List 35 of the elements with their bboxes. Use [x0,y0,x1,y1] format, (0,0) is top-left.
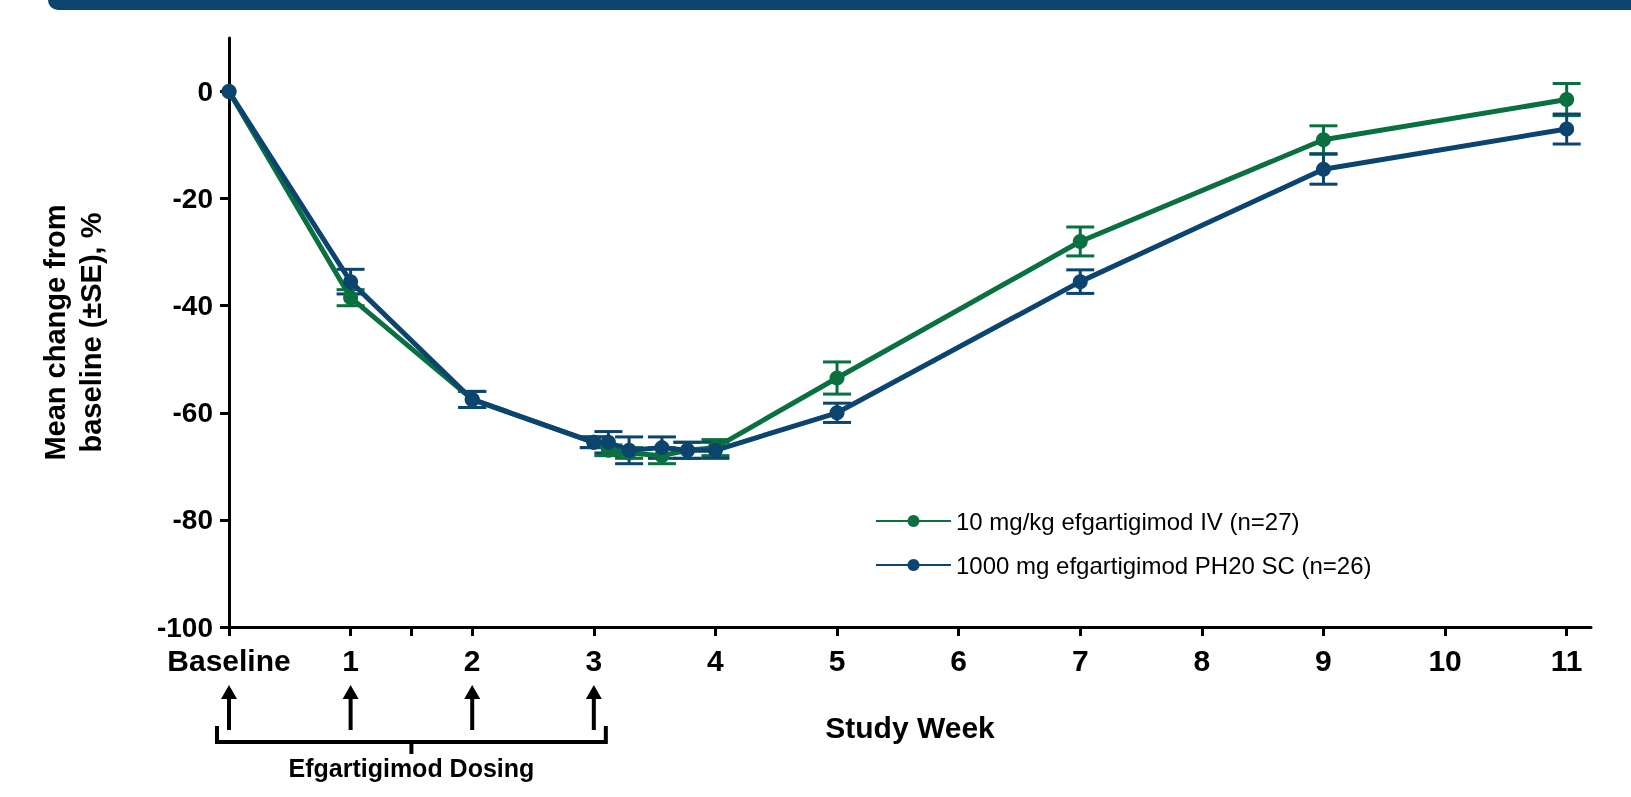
x-axis-title: Study Week [825,710,996,744]
y-tick-label: -60 [172,397,213,429]
point [343,274,359,290]
x-tick-label: 7 [1071,643,1089,677]
legend-label: 1000 mg efgartigimod PH20 SC (n=26) [956,551,1372,579]
y-tick-label: -100 [156,611,213,643]
text: Efgartigimod Dosing [288,754,535,783]
point [1559,92,1575,108]
x-tick-label: 1 [342,643,359,677]
point [1315,132,1331,148]
x-tick-label: 3 [585,643,603,677]
x-tick-label: 2 [463,643,481,677]
y-axis-title: Mean change from baseline (±SE), % [39,204,107,461]
x-tick-label: 4 [707,643,725,677]
point [600,434,616,450]
point [1315,161,1331,177]
point [343,290,359,306]
x-tick-label: 5 [828,643,846,677]
point [1072,274,1088,290]
x-tick-label: 6 [950,643,967,677]
y-tick-label: 0 [197,76,213,108]
y-tick-label: -20 [172,183,213,215]
x-tick-label: 11 [1550,643,1583,677]
x-tick-label: 9 [1315,643,1332,677]
point [1072,233,1088,249]
point [829,370,845,386]
point [1559,121,1575,137]
legend-label: 10 mg/kg efgartigimod IV (n=27) [956,507,1300,535]
x-tick-label: 10 [1428,643,1462,677]
x-tick-label: Baseline [167,643,291,677]
x-tick-label: 8 [1193,643,1211,677]
point [829,405,845,421]
point [654,440,670,456]
y-tick-label: -40 [172,290,213,322]
y-tick-label: -80 [172,504,213,536]
